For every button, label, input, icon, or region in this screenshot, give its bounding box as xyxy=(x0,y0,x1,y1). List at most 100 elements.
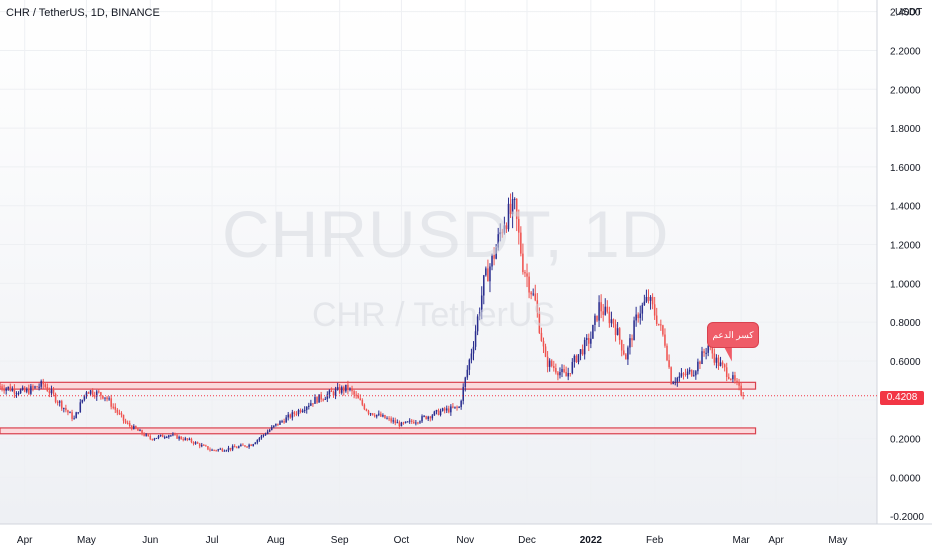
candle-body xyxy=(19,389,22,394)
candle-body xyxy=(301,410,304,412)
candle-body xyxy=(635,314,637,321)
candle-body xyxy=(244,445,246,447)
candle-body xyxy=(511,199,514,215)
candle-body xyxy=(174,434,176,436)
candle-body xyxy=(194,442,197,444)
candle-body xyxy=(448,408,450,413)
candle-body xyxy=(112,406,114,408)
candle-body xyxy=(664,334,666,346)
candle-body xyxy=(32,386,34,388)
candle-body xyxy=(699,361,701,365)
candle-body xyxy=(493,254,495,259)
annotation-callout[interactable]: كسر الدعم xyxy=(707,322,759,348)
candle-body xyxy=(497,234,499,248)
candle-body xyxy=(190,438,193,443)
candle-body xyxy=(676,377,679,382)
candle-body xyxy=(561,369,563,373)
candle-body xyxy=(555,367,557,373)
candle-body xyxy=(295,413,298,415)
y-tick-label: 0.6000 xyxy=(890,357,921,368)
candle-body xyxy=(231,446,234,450)
candle-body xyxy=(466,369,469,378)
candle-body xyxy=(441,408,444,411)
candle-body xyxy=(386,418,388,420)
candle-body xyxy=(406,421,409,423)
candle-body xyxy=(165,437,168,439)
candle-body xyxy=(590,338,592,344)
candle-body xyxy=(137,428,139,431)
candle-body xyxy=(71,412,73,419)
candle-body xyxy=(126,422,129,424)
candle-body xyxy=(723,364,726,368)
candle-body xyxy=(631,338,633,341)
candle-body xyxy=(268,429,271,432)
candle-body xyxy=(65,407,67,411)
y-tick-label: 1.4000 xyxy=(890,202,921,213)
x-tick-label: Dec xyxy=(518,535,536,546)
candle-body xyxy=(124,420,127,423)
candle-body xyxy=(647,296,650,301)
candle-body xyxy=(314,397,316,404)
candle-body xyxy=(501,232,504,234)
candle-body xyxy=(730,378,732,380)
candle-body xyxy=(345,384,347,392)
candle-body xyxy=(371,413,374,416)
candle-body xyxy=(87,392,90,394)
candle-body xyxy=(678,376,681,378)
candle-body xyxy=(565,371,567,377)
candle-body xyxy=(270,426,273,430)
candle-body xyxy=(184,438,187,441)
x-tick-label: Aug xyxy=(267,535,285,546)
candle-body xyxy=(48,391,51,394)
candle-body xyxy=(15,393,18,395)
candle-body xyxy=(491,254,493,267)
candle-body xyxy=(711,345,714,354)
candle-body xyxy=(462,386,464,401)
candle-body xyxy=(478,312,481,317)
candle-body xyxy=(660,324,662,326)
candle-body xyxy=(361,400,364,405)
x-tick-label: Jul xyxy=(206,535,219,546)
candle-body xyxy=(487,268,489,282)
candle-body xyxy=(198,443,201,447)
candle-body xyxy=(559,372,561,376)
candle-body xyxy=(266,431,269,435)
x-tick-label: Jun xyxy=(142,535,158,546)
symbol-title[interactable]: CHR / TetherUS, 1D, BINANCE xyxy=(6,7,160,19)
candle-body xyxy=(104,397,106,399)
candle-body xyxy=(530,292,532,295)
candle-body xyxy=(5,388,7,391)
candle-body xyxy=(332,391,335,396)
price-unit: USDT xyxy=(895,7,923,18)
candle-body xyxy=(252,444,254,446)
candle-body xyxy=(326,394,329,399)
candle-body xyxy=(240,444,242,447)
candle-body xyxy=(563,369,565,372)
x-tick-label: Sep xyxy=(331,535,349,546)
candle-body xyxy=(495,247,497,259)
candle-body xyxy=(367,410,370,414)
candle-body xyxy=(703,351,705,353)
x-tick-label: May xyxy=(77,535,96,546)
candle-body xyxy=(211,449,213,451)
candle-body xyxy=(118,412,121,414)
x-tick-label: Mar xyxy=(733,535,751,546)
x-tick-label: 2022 xyxy=(580,535,603,546)
candle-body xyxy=(213,449,215,451)
candle-body xyxy=(470,353,473,360)
candle-body xyxy=(738,382,740,386)
candle-body xyxy=(742,395,744,397)
candle-body xyxy=(507,203,510,230)
candle-body xyxy=(594,315,596,325)
candle-body xyxy=(235,447,238,449)
pair-watermark: CHR / TetherUS xyxy=(312,296,556,334)
candle-body xyxy=(672,382,674,385)
candle-body xyxy=(571,361,574,374)
candle-body xyxy=(697,361,699,372)
candle-body xyxy=(534,293,537,301)
y-tick-label: 2.0000 xyxy=(890,85,921,96)
candle-body xyxy=(153,438,156,440)
candle-body xyxy=(69,412,71,414)
candle-body xyxy=(73,418,75,420)
